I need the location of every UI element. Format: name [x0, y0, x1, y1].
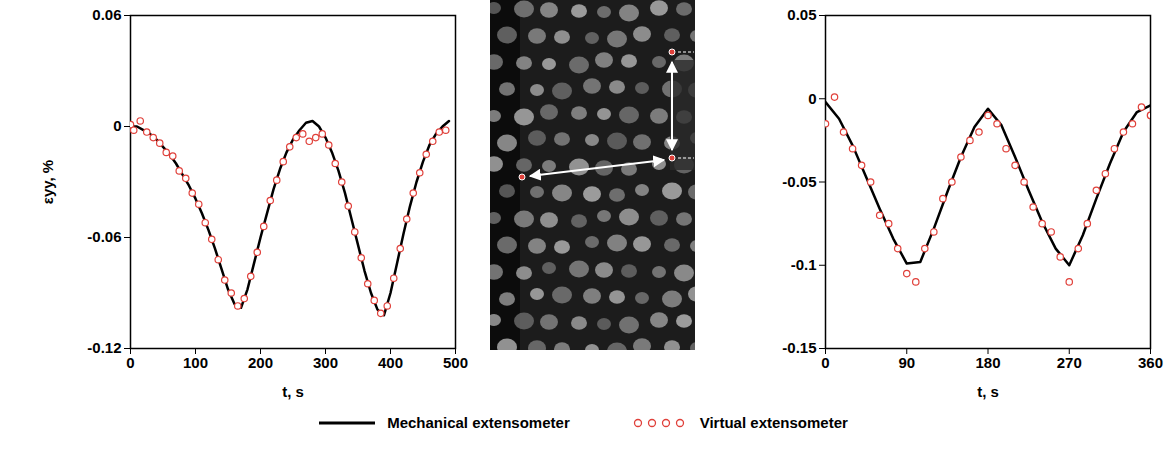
svg-text:-0.06: -0.06 [87, 228, 121, 245]
svg-text:360: 360 [1138, 354, 1163, 371]
svg-text:t, s: t, s [977, 383, 999, 400]
svg-text:200: 200 [248, 354, 273, 371]
svg-text:300: 300 [313, 354, 338, 371]
svg-text:180: 180 [975, 354, 1000, 371]
svg-text:-0.05: -0.05 [782, 173, 816, 190]
svg-text:0.05: 0.05 [787, 6, 816, 23]
svg-text:-0.15: -0.15 [782, 339, 816, 356]
svg-text:-0.12: -0.12 [87, 339, 121, 356]
svg-text:500: 500 [443, 354, 468, 371]
svg-text:0: 0 [821, 354, 829, 371]
html-text:Mechanical extensometer: Mechanical extensometer [387, 414, 570, 431]
svg-text:t, s: t, s [282, 383, 304, 400]
svg-text:εyy, %: εyy, % [39, 160, 56, 204]
svg-text:90: 90 [898, 354, 915, 371]
svg-text:-0.1: -0.1 [791, 256, 817, 273]
svg-text:0: 0 [113, 117, 121, 134]
svg-text:0: 0 [808, 90, 816, 107]
svg-text:0: 0 [126, 354, 134, 371]
svg-text:0.06: 0.06 [92, 6, 121, 23]
html-text:Virtual extensometer: Virtual extensometer [699, 414, 848, 431]
svg-text:100: 100 [183, 354, 208, 371]
svg-text:270: 270 [1057, 354, 1082, 371]
svg-text:400: 400 [378, 354, 403, 371]
